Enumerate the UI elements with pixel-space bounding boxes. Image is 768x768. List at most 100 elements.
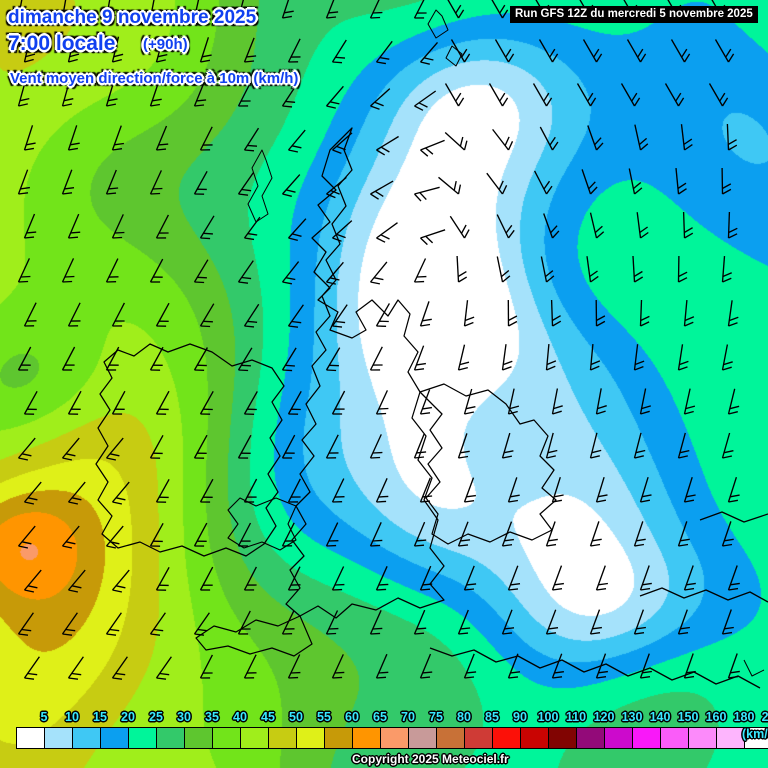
wind-barb <box>413 258 427 283</box>
legend-tick: 65 <box>373 710 387 724</box>
wind-barb <box>281 261 300 285</box>
wind-barb <box>727 388 740 415</box>
wind-barb <box>721 256 732 283</box>
wind-barb <box>507 388 520 415</box>
wind-barb <box>589 212 605 239</box>
wind-barb <box>61 0 73 19</box>
wind-barb <box>61 346 76 371</box>
wind-barb <box>543 213 560 239</box>
wind-barb <box>507 299 518 327</box>
wind-barb <box>287 129 306 153</box>
coastline <box>247 149 273 223</box>
wind-barb <box>17 437 36 461</box>
coastline <box>227 497 297 551</box>
wind-barb <box>331 566 345 591</box>
legend-swatch <box>353 728 381 748</box>
wind-barb <box>105 525 124 549</box>
wind-barb <box>23 481 42 505</box>
legend-swatch <box>745 728 768 748</box>
wind-barb <box>639 299 650 327</box>
wind-barb <box>413 345 426 371</box>
wind-barb <box>683 300 695 327</box>
wind-barb <box>105 612 122 636</box>
wind-barb <box>149 170 163 195</box>
legend-swatch <box>129 728 157 748</box>
wind-barb <box>281 610 295 635</box>
wind-barb <box>287 304 304 328</box>
wind-barb <box>325 0 339 19</box>
wind-barb <box>714 39 735 63</box>
wind-barb <box>376 135 399 156</box>
wind-barb <box>193 434 208 459</box>
wind-barb <box>582 39 603 63</box>
legend-color-bar <box>16 727 768 749</box>
wind-barb <box>538 39 559 63</box>
wind-barb <box>17 169 30 195</box>
wind-barb <box>449 215 470 239</box>
wind-barb <box>61 80 74 107</box>
wind-barb <box>149 612 166 636</box>
wind-barb <box>633 521 646 547</box>
wind-barb <box>677 432 690 459</box>
coastline <box>429 647 761 689</box>
wind-barb <box>17 525 36 549</box>
legend-swatch <box>213 728 241 748</box>
wind-barb <box>332 220 353 242</box>
wind-barb <box>413 0 427 19</box>
wind-barb <box>450 39 471 63</box>
wind-barb <box>501 344 513 371</box>
color-scale-legend: 5 10 15 20 25 30 35 40 45 50 55 60 65 70 75 80 85 90 100 11… <box>0 710 768 756</box>
coastline <box>419 383 557 545</box>
legend-swatch <box>661 728 689 748</box>
wind-barb <box>634 124 649 151</box>
wind-barb <box>456 255 468 283</box>
wind-barb <box>586 256 599 283</box>
wind-barb <box>199 303 215 328</box>
wind-barb <box>727 300 739 327</box>
wind-barb <box>620 83 641 107</box>
wind-barb <box>193 522 208 547</box>
legend-tick: 150 <box>677 710 699 724</box>
legend-swatch <box>185 728 213 748</box>
wind-barb <box>419 41 439 65</box>
wind-barb <box>683 653 696 679</box>
wind-barb <box>420 139 445 157</box>
legend-tick: 20 <box>121 710 135 724</box>
legend-swatch <box>381 728 409 748</box>
legend-tick: 160 <box>705 710 727 724</box>
legend-tick: 45 <box>261 710 275 724</box>
legend-tick: 140 <box>649 710 671 724</box>
wind-barb <box>17 258 31 283</box>
wind-barb <box>677 255 688 283</box>
wind-barb <box>680 124 693 151</box>
wind-barb <box>332 132 353 155</box>
wind-barb <box>105 169 119 195</box>
wind-barb <box>237 0 250 19</box>
wind-barb <box>507 477 520 503</box>
wind-barb <box>331 39 347 64</box>
wind-barb <box>111 390 126 415</box>
wind-barb <box>67 481 86 505</box>
wind-barb <box>726 123 738 151</box>
wind-barb <box>237 434 252 459</box>
wind-barb <box>463 565 477 591</box>
wind-barb <box>683 388 696 415</box>
wind-barb <box>155 656 172 680</box>
wind-barb <box>496 256 511 283</box>
wind-barb <box>111 125 124 151</box>
wind-barb <box>67 125 80 151</box>
wind-barb <box>199 478 214 503</box>
wind-barb <box>626 39 647 63</box>
wind-barb <box>105 258 119 283</box>
wind-barb <box>237 347 253 372</box>
wind-barb <box>281 0 294 19</box>
wind-barb <box>419 301 432 327</box>
forecast-time-label: 7:00 locale <box>8 32 116 55</box>
wind-barb <box>243 216 261 241</box>
wind-barb <box>243 303 260 328</box>
wind-barb <box>287 654 301 679</box>
legend-swatch <box>45 728 73 748</box>
wind-barb <box>105 346 120 371</box>
